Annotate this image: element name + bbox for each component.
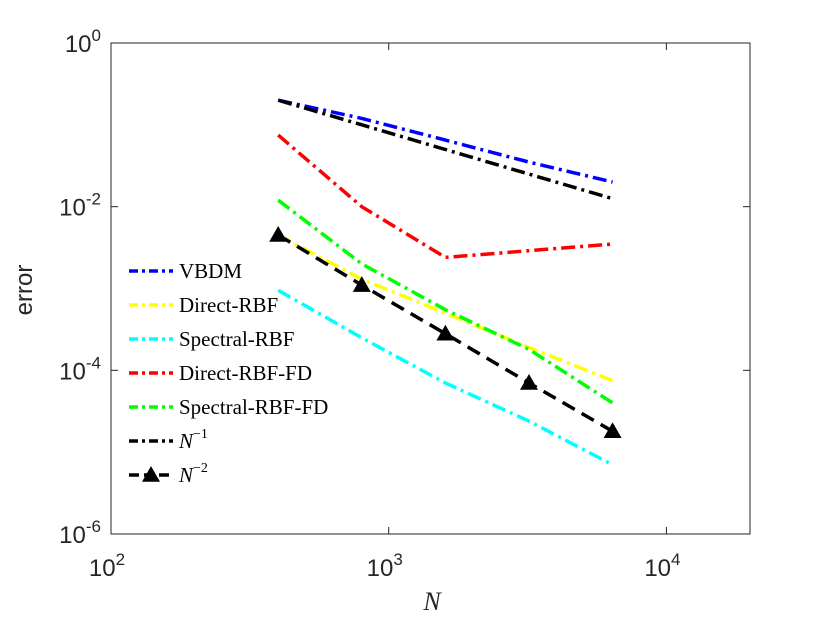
legend-entry: Direct-RBF-FD <box>129 361 312 385</box>
y-tick-label: 10-2 <box>59 190 101 222</box>
y-tick-label: 10-4 <box>59 353 101 385</box>
data-point-marker <box>436 324 455 341</box>
x-axis-title: N <box>422 587 442 616</box>
series-line-n-1 <box>277 98 614 201</box>
series-line-direct-rbf-fd <box>277 133 613 260</box>
data-point-marker <box>269 226 288 242</box>
series-layer <box>269 98 622 467</box>
plot-frame <box>110 42 751 535</box>
legend-entry: N−2 <box>129 461 208 487</box>
x-tick-label: 104 <box>644 550 680 582</box>
legend-label: Spectral-RBF <box>179 327 295 351</box>
legend: VBDM Direct-RBF Spectral-RBF Direct-RBF-FD S… <box>129 259 328 487</box>
x-tick-label: 103 <box>367 550 403 582</box>
y-tick-label: 100 <box>65 26 101 58</box>
legend-entry: VBDM <box>129 259 242 283</box>
series-line-vbdm <box>277 98 614 184</box>
legend-label: N−1 <box>178 427 208 453</box>
x-tick-label: 102 <box>89 550 125 582</box>
axis-ticks: 102 103 104 100 10-2 10-4 10-6 <box>59 26 750 582</box>
legend-label: Direct-RBF-FD <box>179 361 312 385</box>
series-line-spectral-rbf <box>277 288 614 467</box>
legend-label: Spectral-RBF-FD <box>179 395 328 419</box>
data-point-marker <box>519 374 538 390</box>
legend-entry: Direct-RBF <box>129 293 278 317</box>
y-tick-label: 10-6 <box>59 517 101 549</box>
legend-label: Direct-RBF <box>179 293 278 317</box>
data-point-marker <box>603 422 622 439</box>
data-point-marker <box>352 276 371 292</box>
legend-entry: N−1 <box>129 427 208 453</box>
legend-marker <box>142 466 160 482</box>
legend-label: VBDM <box>179 259 242 283</box>
legend-entry: Spectral-RBF-FD <box>129 395 328 419</box>
legend-label: N−2 <box>178 461 208 487</box>
series-line-spectral-rbf-fd <box>277 198 614 405</box>
legend-entry: Spectral-RBF <box>129 327 295 351</box>
plot-area <box>110 42 751 535</box>
series-line-direct-rbf <box>277 233 614 383</box>
y-axis-title: error <box>11 265 38 316</box>
